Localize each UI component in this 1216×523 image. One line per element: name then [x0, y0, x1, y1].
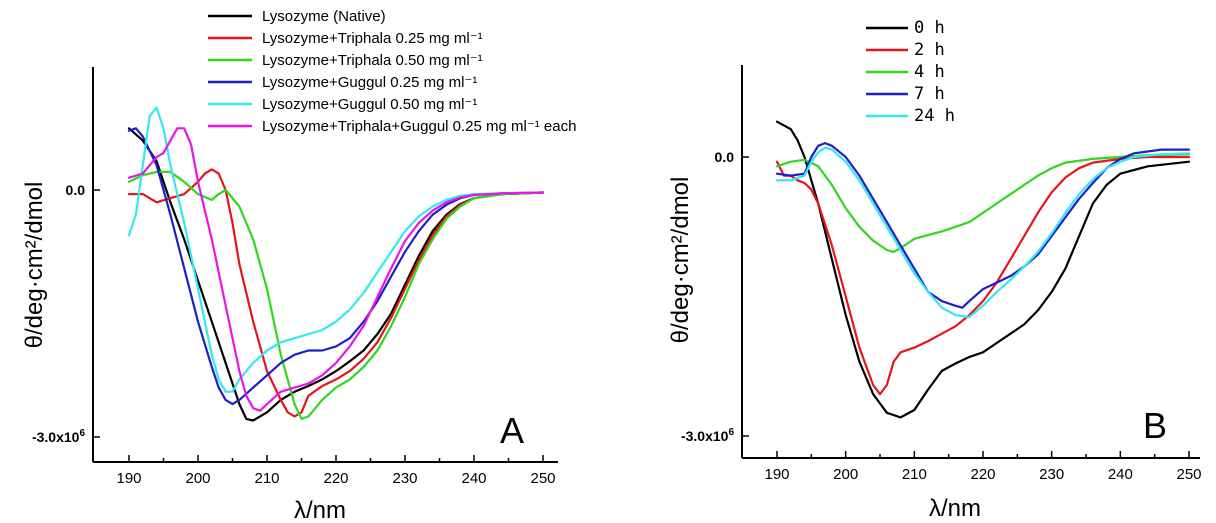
panel-a-legend-label-1: Lysozyme+Triphala 0.25 mg ml⁻¹	[262, 30, 483, 47]
panel-a-x-tick-label: 220	[323, 470, 348, 487]
panel-a-legend-label-3: Lysozyme+Guggul 0.25 mg ml⁻¹	[262, 74, 477, 91]
panel-b-legend-label-2: 4 h	[914, 62, 945, 82]
panel-b-series-line-1	[777, 157, 1189, 394]
panel-a-x-tick-label: 230	[392, 470, 417, 487]
panel-b-x-tick-label: 250	[1176, 466, 1201, 483]
panel-b-legend-label-3: 7 h	[914, 84, 945, 104]
panel-a-y-tick-label: -3.0x106	[32, 428, 85, 445]
panel-b-x-tick-label: 230	[1039, 466, 1064, 483]
panel-b-y-axis-title: θ/deg·cm²/dmol	[667, 177, 694, 344]
panel-b-legend-label-4: 24 h	[914, 106, 955, 126]
panel-a-label: A	[500, 410, 524, 451]
panel-b-label: B	[1143, 405, 1167, 446]
panel-a-series-line-0	[129, 128, 543, 420]
panel-b-x-tick-label: 210	[902, 466, 927, 483]
panel-b-x-tick-label: 190	[764, 466, 789, 483]
panel-b-x-axis-title: λ/nm	[929, 495, 981, 522]
panel-b-series-line-2	[777, 154, 1189, 252]
panel-b-x-tick-label: 200	[833, 466, 858, 483]
panel-a-x-tick-label: 240	[461, 470, 486, 487]
panel-a-x-tick-label: 250	[530, 470, 555, 487]
panel-b-y-tick-label: -3.0x106	[681, 427, 734, 444]
panel-a-x-tick-label: 210	[254, 470, 279, 487]
panel-a-y-tick-label: 0.0	[66, 182, 86, 198]
panel-a-x-axis-title: λ/nm	[294, 497, 346, 523]
panel-a-legend-label-2: Lysozyme+Triphala 0.50 mg ml⁻¹	[262, 52, 483, 69]
panel-b-x-tick-label: 220	[970, 466, 995, 483]
panel-a: 190 200 210 220 230 240 250 0.0 -3.0x106 Lysozy…	[21, 8, 576, 523]
panel-a-x-tick-label: 200	[185, 470, 210, 487]
panel-a-legend-label-0: Lysozyme (Native)	[262, 8, 386, 25]
panel-a-legend-label-5: Lysozyme+Triphala+Guggul 0.25 mg ml⁻¹ ea…	[262, 118, 576, 135]
panel-a-x-tick-label: 190	[116, 470, 141, 487]
panel-a-y-axis-title: θ/deg·cm²/dmol	[21, 182, 48, 349]
panel-b: 190 200 210 220 230 240 250 0.0 -3.0x106 0 h2 h…	[667, 18, 1202, 522]
panel-b-x-tick-label: 240	[1108, 466, 1133, 483]
panel-b-y-tick-label: 0.0	[715, 149, 735, 165]
panel-b-legend-label-1: 2 h	[914, 40, 945, 60]
panel-b-legend-label-0: 0 h	[914, 18, 945, 38]
panel-a-legend-label-4: Lysozyme+Guggul 0.50 mg ml⁻¹	[262, 96, 477, 113]
panel-a-series-line-5	[129, 128, 543, 410]
